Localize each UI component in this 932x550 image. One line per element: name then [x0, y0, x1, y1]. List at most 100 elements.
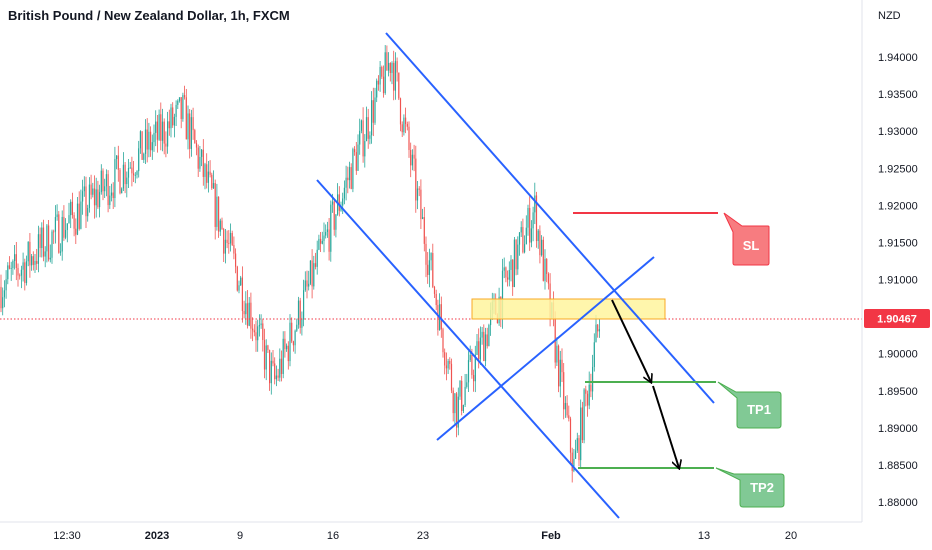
- candle-body: [590, 384, 592, 392]
- candle-body: [54, 217, 56, 232]
- candle-body: [425, 243, 427, 265]
- candle-body: [195, 143, 198, 148]
- candle-body: [335, 214, 337, 230]
- current-price-tag: [864, 309, 930, 328]
- candle-body: [107, 174, 109, 206]
- candle-body: [534, 195, 536, 213]
- candle-body: [252, 328, 254, 331]
- candle-body: [3, 290, 5, 298]
- candle-body: [432, 253, 434, 287]
- candle-body: [566, 402, 568, 416]
- candle-body: [199, 156, 201, 169]
- candle-body: [71, 201, 73, 216]
- candle-body: [512, 259, 514, 288]
- candle-body: [100, 170, 102, 193]
- sl-callout[interactable]: SL: [723, 212, 770, 266]
- y-tick-label: 1.88000: [878, 497, 918, 509]
- candle-body: [110, 192, 113, 196]
- candle-body: [597, 324, 599, 332]
- arrow-to-tp1: [611, 299, 651, 382]
- candle-body: [34, 261, 36, 265]
- candle-body: [343, 187, 345, 199]
- candle-body: [456, 393, 458, 428]
- tp2-label: TP2: [750, 480, 774, 495]
- candle-body: [389, 63, 391, 73]
- candle-body: [143, 153, 145, 160]
- candle-body: [348, 167, 351, 181]
- y-tick-label: 1.90000: [878, 349, 918, 361]
- candle-body: [78, 203, 80, 229]
- candle-body: [8, 265, 11, 269]
- candle-body: [527, 207, 529, 228]
- candle-body: [221, 220, 223, 230]
- candle-body: [311, 260, 313, 287]
- candle-body: [93, 188, 96, 206]
- candle-body: [362, 120, 364, 157]
- candle-body: [333, 201, 335, 230]
- x-tick-label: Feb: [541, 530, 561, 542]
- candle-body: [206, 164, 208, 183]
- price-axis[interactable]: NZD 1.94000 1.93500 1.93000 1.92500 1.92000 1…: [861, 0, 930, 522]
- candle-body: [99, 192, 101, 208]
- y-tick-label: 1.94000: [878, 52, 918, 64]
- candle-body: [114, 159, 116, 199]
- tp1-callout[interactable]: TP1: [717, 381, 782, 429]
- candle-body: [68, 215, 70, 224]
- candle-body: [355, 152, 357, 171]
- x-tick-label: 23: [417, 530, 429, 542]
- candle-body: [398, 72, 400, 99]
- candle-body: [131, 167, 133, 174]
- channel-upper-line[interactable]: [385, 32, 715, 404]
- candle-body: [564, 402, 566, 410]
- candle-body: [401, 124, 403, 133]
- candle-body: [530, 228, 532, 243]
- candle-body: [32, 256, 34, 265]
- candle-body: [197, 147, 199, 169]
- candle-body: [138, 148, 140, 172]
- x-tick-label: 9: [237, 530, 243, 542]
- candle-body: [2, 297, 4, 309]
- candle-body: [325, 231, 327, 236]
- candle-body: [223, 229, 225, 254]
- candle-body: [165, 143, 167, 147]
- candle-body: [262, 323, 264, 341]
- candle-body: [535, 195, 538, 242]
- candle-body: [257, 326, 259, 341]
- candle-body: [27, 241, 29, 262]
- candle-body: [15, 254, 17, 268]
- candlestick-series: [0, 45, 600, 483]
- candle-body: [105, 174, 107, 187]
- candle-body: [277, 375, 279, 378]
- candle-body: [80, 201, 82, 229]
- candle-body: [275, 375, 277, 380]
- time-axis[interactable]: 12:30 2023 9 16 23 Feb 13 20: [0, 521, 862, 542]
- candle-body: [136, 171, 138, 175]
- candle-body: [467, 360, 470, 383]
- candle-body: [331, 201, 334, 205]
- candle-body: [508, 269, 510, 280]
- candle-body: [0, 286, 2, 309]
- candle-body: [445, 365, 447, 369]
- candle-body: [437, 305, 439, 331]
- candle-body: [318, 238, 320, 250]
- candle-body: [513, 239, 515, 288]
- ascending-trendline[interactable]: [436, 256, 655, 441]
- channel-lower-line[interactable]: [316, 179, 620, 519]
- candle-body: [156, 121, 158, 140]
- candle-body: [415, 158, 417, 201]
- candle-body: [444, 352, 446, 366]
- candle-body: [481, 331, 483, 338]
- tp2-callout[interactable]: TP2: [715, 467, 785, 508]
- candle-body: [510, 259, 512, 270]
- candle-body: [393, 62, 395, 91]
- candle-body: [588, 384, 590, 406]
- entry-zone[interactable]: [471, 298, 666, 320]
- candle-body: [297, 300, 300, 325]
- candle-body: [313, 263, 315, 287]
- candle-body: [59, 251, 62, 253]
- candle-body: [42, 227, 45, 257]
- candle-body: [360, 120, 362, 131]
- candle-body: [253, 330, 255, 333]
